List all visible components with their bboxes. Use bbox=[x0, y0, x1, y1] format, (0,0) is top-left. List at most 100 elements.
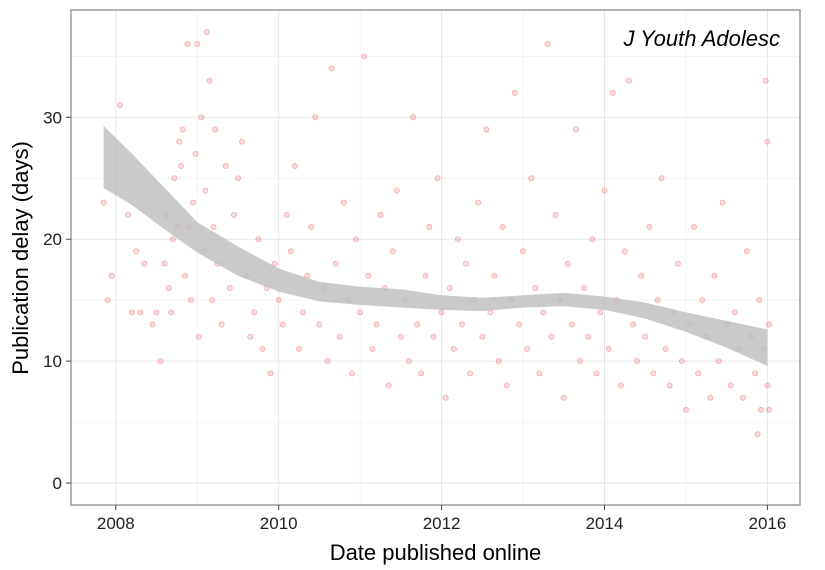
data-point bbox=[168, 309, 175, 316]
data-point bbox=[169, 236, 176, 243]
data-point bbox=[682, 406, 689, 413]
data-point bbox=[324, 358, 331, 365]
data-point bbox=[255, 236, 262, 243]
y-tick-label: 0 bbox=[53, 474, 62, 493]
y-tick-label: 20 bbox=[43, 230, 62, 249]
data-point bbox=[752, 370, 759, 377]
data-point bbox=[463, 260, 470, 267]
data-point bbox=[230, 211, 237, 218]
data-point bbox=[691, 224, 698, 231]
data-point bbox=[450, 345, 457, 352]
data-point bbox=[711, 272, 718, 279]
data-point bbox=[766, 321, 773, 328]
data-point bbox=[650, 370, 657, 377]
data-point bbox=[589, 236, 596, 243]
data-point bbox=[410, 114, 417, 121]
data-point bbox=[577, 358, 584, 365]
x-tick-label: 2010 bbox=[260, 514, 298, 533]
data-point bbox=[369, 345, 376, 352]
data-point bbox=[532, 284, 539, 291]
data-point bbox=[418, 370, 425, 377]
data-point bbox=[192, 150, 199, 157]
data-point bbox=[406, 358, 413, 365]
data-point bbox=[568, 321, 575, 328]
data-point bbox=[218, 321, 225, 328]
data-point bbox=[389, 248, 396, 255]
data-point bbox=[434, 175, 441, 182]
data-point bbox=[483, 126, 490, 133]
data-point bbox=[365, 272, 372, 279]
data-point bbox=[149, 321, 156, 328]
data-point bbox=[601, 187, 608, 194]
data-point bbox=[739, 394, 746, 401]
data-point bbox=[621, 248, 628, 255]
data-point bbox=[129, 309, 136, 316]
data-point bbox=[438, 309, 445, 316]
data-point bbox=[187, 297, 194, 304]
data-point bbox=[528, 175, 535, 182]
data-point bbox=[540, 309, 547, 316]
x-tick-label: 2008 bbox=[97, 514, 135, 533]
data-point bbox=[177, 163, 184, 170]
smooth-confidence-band bbox=[103, 125, 768, 366]
data-point bbox=[194, 41, 201, 48]
data-point bbox=[479, 333, 486, 340]
data-point bbox=[198, 114, 205, 121]
data-point bbox=[442, 394, 449, 401]
data-point bbox=[176, 138, 183, 145]
data-point bbox=[137, 309, 144, 316]
y-tick-label: 10 bbox=[43, 352, 62, 371]
data-point bbox=[630, 321, 637, 328]
data-point bbox=[544, 41, 551, 48]
data-point bbox=[593, 370, 600, 377]
data-point bbox=[247, 333, 254, 340]
data-point bbox=[316, 321, 323, 328]
x-tick-label: 2016 bbox=[749, 514, 787, 533]
data-point bbox=[300, 309, 307, 316]
data-point bbox=[536, 370, 543, 377]
data-point bbox=[674, 260, 681, 267]
data-point bbox=[646, 224, 653, 231]
data-point bbox=[764, 382, 771, 389]
data-point bbox=[287, 248, 294, 255]
data-point bbox=[634, 358, 641, 365]
data-point bbox=[157, 358, 164, 365]
data-point bbox=[349, 370, 356, 377]
data-point bbox=[328, 65, 335, 72]
data-point bbox=[495, 358, 502, 365]
data-point bbox=[357, 309, 364, 316]
data-point bbox=[267, 370, 274, 377]
data-point bbox=[638, 272, 645, 279]
data-point bbox=[385, 382, 392, 389]
data-point bbox=[414, 321, 421, 328]
data-point bbox=[195, 333, 202, 340]
data-point bbox=[731, 309, 738, 316]
data-point bbox=[715, 358, 722, 365]
data-point bbox=[491, 272, 498, 279]
data-point bbox=[658, 175, 665, 182]
data-point bbox=[744, 248, 751, 255]
data-point bbox=[210, 224, 217, 231]
data-point bbox=[373, 321, 380, 328]
data-point bbox=[560, 394, 567, 401]
plot-border bbox=[70, 9, 801, 506]
journal-annotation: J Youth Adolesc bbox=[622, 26, 780, 51]
data-point bbox=[271, 260, 278, 267]
data-point bbox=[499, 224, 506, 231]
data-point bbox=[340, 199, 347, 206]
data-point bbox=[727, 382, 734, 389]
data-point bbox=[585, 333, 592, 340]
data-point bbox=[475, 199, 482, 206]
data-point bbox=[552, 211, 559, 218]
data-point bbox=[291, 163, 298, 170]
data-point bbox=[212, 126, 219, 133]
data-point bbox=[104, 297, 111, 304]
data-point bbox=[283, 211, 290, 218]
data-point bbox=[515, 321, 522, 328]
data-point bbox=[766, 406, 773, 413]
data-point bbox=[141, 260, 148, 267]
data-point bbox=[336, 333, 343, 340]
data-point bbox=[279, 321, 286, 328]
data-point bbox=[100, 199, 107, 206]
data-point bbox=[695, 370, 702, 377]
